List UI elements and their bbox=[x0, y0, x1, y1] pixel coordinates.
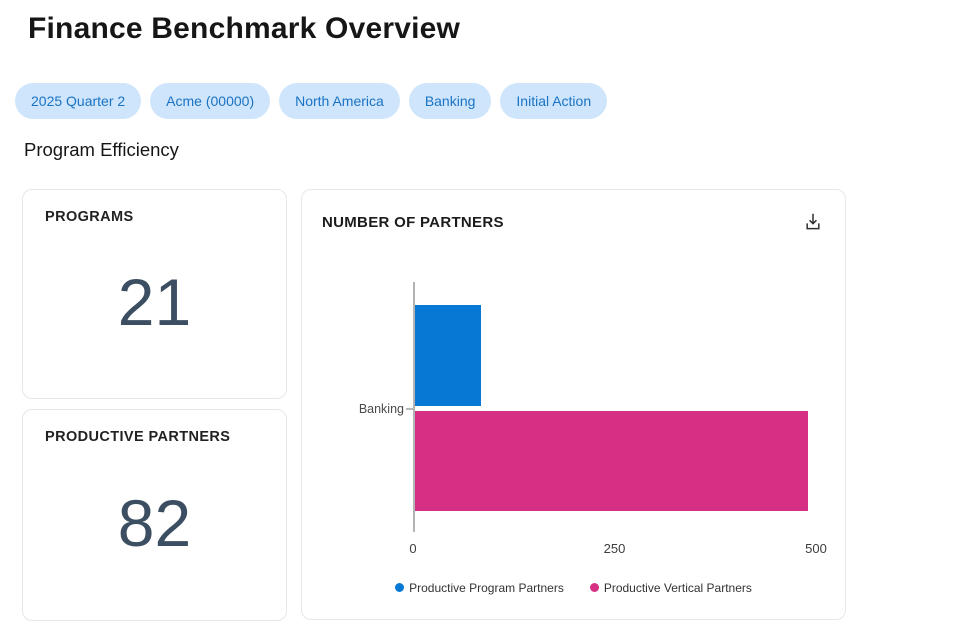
plot-row: Banking bbox=[322, 281, 825, 532]
programs-card-value: 21 bbox=[117, 264, 192, 339]
filter-chip-account[interactable]: Acme (00000) bbox=[150, 82, 271, 119]
plot-area bbox=[413, 281, 816, 532]
programs-card-title: PROGRAMS bbox=[45, 208, 134, 225]
download-icon bbox=[803, 213, 823, 235]
bar-productive-vertical-partners[interactable] bbox=[415, 410, 808, 511]
y-axis-line bbox=[413, 281, 415, 532]
legend-item-vertical-partners[interactable]: Productive Vertical Partners bbox=[589, 580, 752, 595]
productive-partners-card-title: PRODUCTIVE PARTNERS bbox=[45, 428, 231, 445]
legend-dot-pink bbox=[589, 583, 599, 592]
bar-chart: Banking 0 250 500 bbox=[322, 281, 827, 595]
x-axis-ticks: 0 250 500 bbox=[409, 540, 826, 557]
x-tick-250: 250 bbox=[603, 540, 626, 556]
filter-chip-region[interactable]: North America bbox=[279, 82, 400, 119]
programs-card: PROGRAMS 21 bbox=[22, 188, 287, 399]
x-tick-0: 0 bbox=[409, 540, 417, 556]
filter-chip-quarter[interactable]: 2025 Quarter 2 bbox=[15, 82, 142, 119]
stat-cards-column: PROGRAMS 21 PRODUCTIVE PARTNERS 82 bbox=[22, 188, 287, 621]
number-of-partners-card: NUMBER OF PARTNERS Banking bbox=[301, 188, 846, 620]
category-banking: Banking bbox=[359, 402, 413, 416]
legend-dot-blue bbox=[395, 583, 405, 592]
x-tick-500: 500 bbox=[805, 540, 827, 556]
chart-legend: Productive Program Partners Productive V… bbox=[322, 581, 825, 595]
bar-productive-program-partners[interactable] bbox=[415, 304, 482, 406]
productive-partners-card: PRODUCTIVE PARTNERS 82 bbox=[22, 408, 287, 621]
filter-chip-industry[interactable]: Banking bbox=[408, 82, 492, 119]
page-title: Finance Benchmark Overview bbox=[28, 12, 461, 45]
legend-label-vertical-partners: Productive Vertical Partners bbox=[603, 580, 752, 595]
filter-chip-action[interactable]: Initial Action bbox=[500, 82, 608, 119]
y-axis-labels: Banking bbox=[322, 282, 413, 532]
section-title: Program Efficiency bbox=[24, 138, 179, 160]
chart-title: NUMBER OF PARTNERS bbox=[322, 213, 504, 231]
content-area: PROGRAMS 21 PRODUCTIVE PARTNERS 82 NUMBE… bbox=[22, 188, 956, 621]
category-tick bbox=[406, 407, 413, 410]
download-button[interactable] bbox=[801, 210, 825, 234]
chart-header: NUMBER OF PARTNERS bbox=[322, 208, 825, 234]
legend-item-program-partners[interactable]: Productive Program Partners bbox=[395, 581, 564, 595]
productive-partners-card-value: 82 bbox=[117, 485, 192, 560]
category-label: Banking bbox=[358, 401, 404, 416]
filter-chips-row: 2025 Quarter 2 Acme (00000) North Americ… bbox=[15, 82, 956, 119]
legend-label-program-partners: Productive Program Partners bbox=[409, 580, 564, 595]
